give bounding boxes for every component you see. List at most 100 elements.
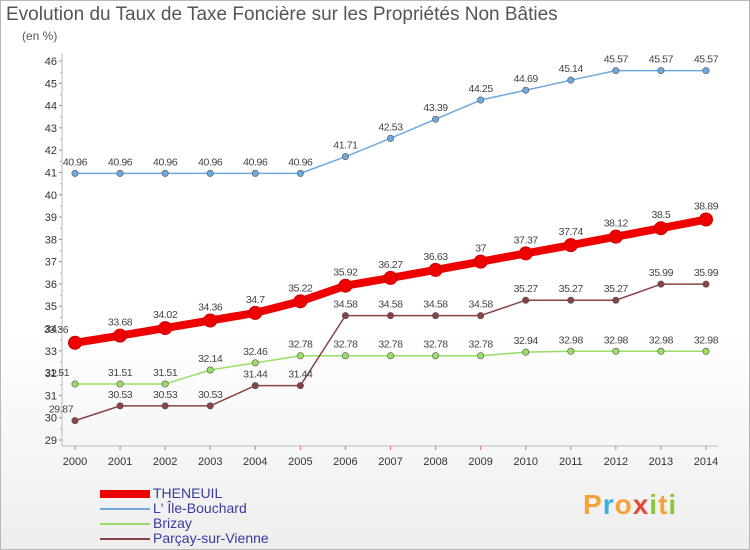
data-point [206,402,214,410]
data-point [702,67,710,75]
data-label: 40.96 [288,156,313,168]
y-tick-label: 33 [45,346,57,358]
data-point [248,305,263,320]
data-label: 30.53 [108,389,133,401]
data-point [386,352,394,360]
data-label: 29.87 [49,404,74,416]
data-point [432,352,440,360]
data-point [251,359,259,367]
data-label: 31.51 [45,367,70,379]
data-label: 45.57 [649,54,674,66]
data-label: 35.92 [333,267,358,279]
data-label: 45.57 [694,54,719,66]
data-point [518,246,533,261]
y-tick-label: 38 [45,234,57,246]
x-tick-label: 2002 [153,456,177,468]
data-label: 34.58 [378,299,403,311]
data-point [386,312,394,320]
data-point [567,76,575,84]
data-label: 45.57 [604,54,629,66]
data-point [612,347,620,355]
x-tick-label: 2004 [243,456,267,468]
x-tick-label: 2001 [108,456,132,468]
y-tick-label: 42 [45,145,57,157]
data-point [522,296,530,304]
data-label: 44.69 [514,73,539,85]
data-label: 35.99 [649,267,674,279]
data-point [116,380,124,388]
data-point [702,280,710,288]
y-tick-label: 45 [45,78,57,90]
y-tick-label: 46 [45,56,57,68]
data-point [383,270,398,285]
x-tick-label: 2009 [468,456,492,468]
data-point [71,380,79,388]
legend-swatch [100,490,150,498]
data-point [296,382,304,390]
data-point [251,382,259,390]
legend-swatch [100,523,150,525]
data-label: 38.89 [694,201,719,213]
x-tick-label: 2008 [423,456,447,468]
data-point [251,169,259,177]
data-point [563,238,578,253]
data-point [113,328,128,343]
y-tick-label: 31 [45,390,57,402]
x-tick-label: 2003 [198,456,222,468]
data-label: 40.96 [153,156,178,168]
data-label: 34.36 [198,302,223,314]
y-tick-label: 39 [45,212,57,224]
x-tick-label: 2011 [559,456,583,468]
data-label: 32.78 [378,339,403,351]
y-tick-label: 41 [45,167,57,179]
y-tick-label: 44 [45,101,57,113]
data-point [608,229,623,244]
y-tick-label: 30 [45,413,57,425]
legend-label: L' Île-Bouchard [153,500,247,516]
x-tick-label: 2006 [333,456,357,468]
data-label: 34.7 [246,294,265,306]
data-label: 35.27 [604,283,629,295]
data-label: 37.37 [514,234,539,246]
y-tick-label: 36 [45,279,57,291]
y-tick-label: 37 [45,257,57,269]
data-label: 34.58 [333,299,358,311]
chart-title: Evolution du Taux de Taxe Foncière sur l… [6,4,558,25]
data-point [158,321,173,336]
data-point [341,312,349,320]
data-point [477,352,485,360]
data-label: 32.98 [604,334,629,346]
data-label: 32.14 [198,353,223,365]
data-point [567,347,575,355]
data-point [657,280,665,288]
data-label: 41.71 [333,140,358,152]
data-label: 43.39 [423,102,448,114]
y-tick-label: 29 [45,435,57,447]
data-label: 32.78 [423,339,448,351]
data-point [161,380,169,388]
y-tick-label: 40 [45,190,57,202]
logo-letter: P [583,489,603,520]
logo-letter: o [614,489,633,520]
data-point [612,67,620,75]
data-point [341,352,349,360]
data-label: 37.74 [559,226,584,238]
data-label: 34.58 [423,299,448,311]
data-label: 32.94 [514,335,539,347]
legend-swatch [100,508,150,510]
data-label: 32.78 [288,339,313,351]
data-label: 32.98 [694,334,719,346]
data-point [657,347,665,355]
data-point [293,294,308,309]
data-label: 35.22 [288,282,313,294]
data-label: 31.44 [288,369,313,381]
y-tick-label: 34 [45,324,57,336]
data-point [341,153,349,161]
data-label: 44.25 [469,83,494,95]
logo-letter: t [658,489,669,520]
data-label: 34.58 [469,299,494,311]
data-label: 35.99 [694,267,719,279]
x-tick-label: 2007 [378,456,402,468]
